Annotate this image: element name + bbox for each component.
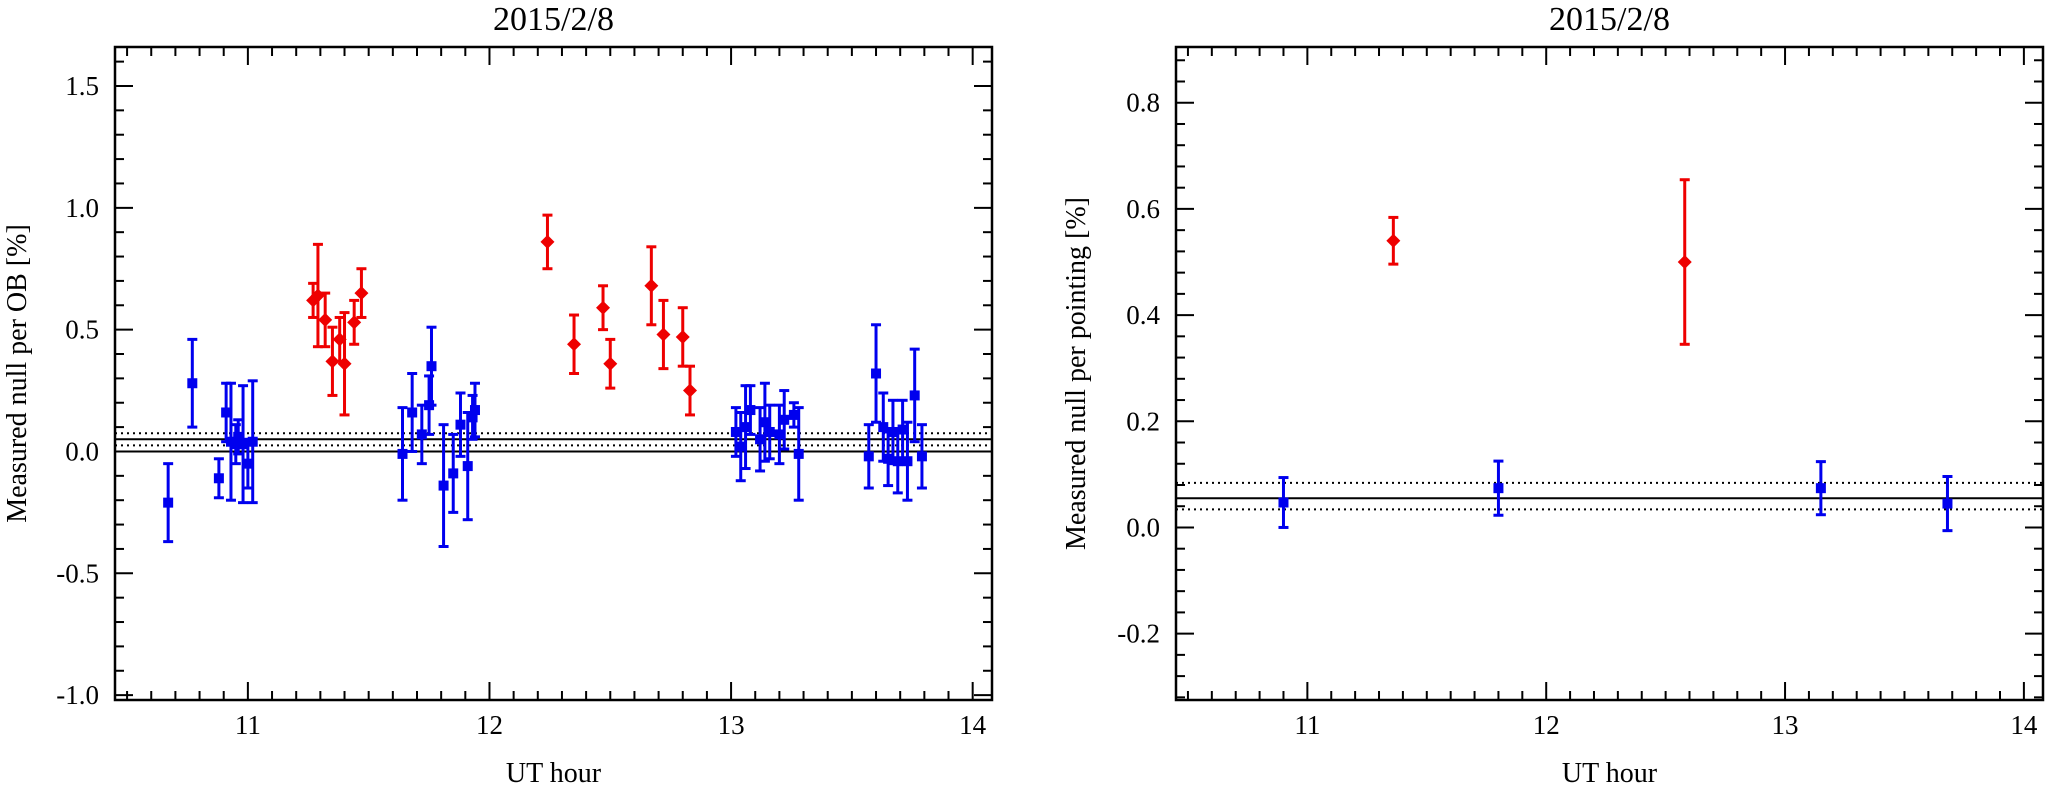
- data-point: [467, 412, 478, 423]
- y-tick-label: -0.5: [56, 558, 99, 588]
- data-point: [793, 448, 804, 459]
- data-point: [755, 434, 766, 445]
- data-point: [213, 473, 224, 484]
- data-point: [596, 300, 611, 315]
- data-point: [318, 312, 333, 327]
- y-axis-label: Measured null per pointing [%]: [1061, 197, 1092, 550]
- data-point: [1815, 483, 1826, 494]
- y-tick-label: 0.5: [65, 315, 99, 345]
- left-panel: 11 12 13 14 -1.0 -0.5 0.0 0.5 1.0 1.5 2015/2/8 UT h…: [2, 1, 994, 785]
- y-tick-label: 1.5: [65, 71, 99, 101]
- data-point: [455, 419, 466, 430]
- data-point: [448, 468, 459, 479]
- x-tick-label: 12: [1533, 710, 1560, 740]
- data-point: [644, 278, 659, 293]
- data-point: [325, 354, 340, 369]
- y-tick-label: 0.2: [1126, 406, 1160, 436]
- data-point: [230, 439, 241, 450]
- y-tick-label: 0.6: [1126, 194, 1160, 224]
- data-point: [397, 448, 408, 459]
- data-point: [735, 441, 746, 452]
- data-point: [730, 426, 741, 437]
- chart-title: 2015/2/8: [493, 1, 614, 38]
- data-point: [163, 497, 174, 508]
- right-panel: 11 12 13 14 -0.2 0.0 0.2 0.4 0.6 0.8 2015/2/8 UT ho…: [1061, 1, 2045, 785]
- data-point: [416, 429, 427, 440]
- data-point: [1493, 483, 1504, 494]
- data-point: [1677, 255, 1692, 270]
- y-tick-label: 0.0: [1126, 512, 1160, 542]
- data-point: [759, 417, 770, 428]
- plot-frame: [113, 45, 994, 702]
- data-point: [871, 368, 882, 379]
- series-red: [1386, 178, 1692, 346]
- data-point: [745, 405, 756, 416]
- x-tick-label: 13: [1772, 710, 1799, 740]
- data-point: [247, 436, 258, 447]
- data-point: [656, 327, 671, 342]
- y-tick-label: 0.0: [65, 436, 99, 466]
- y-tick-label: -0.2: [1117, 619, 1160, 649]
- series-blue: [163, 323, 927, 548]
- data-point: [187, 378, 198, 389]
- data-point: [902, 456, 913, 467]
- x-axis-label: UT hour: [506, 758, 602, 785]
- y-tick-label: -1.0: [56, 680, 99, 710]
- data-point: [788, 409, 799, 420]
- data-point: [462, 461, 473, 472]
- data-point: [887, 426, 898, 437]
- y-tick-label: 0.4: [1126, 300, 1160, 330]
- series-blue: [1278, 459, 1953, 533]
- data-point: [354, 286, 369, 301]
- data-point: [883, 453, 894, 464]
- series-red: [306, 213, 698, 417]
- data-point: [878, 422, 889, 433]
- data-point: [407, 407, 418, 418]
- data-point: [892, 456, 903, 467]
- x-tick-label: 11: [1294, 710, 1320, 740]
- data-point: [221, 407, 232, 418]
- x-tick-label: 11: [235, 710, 261, 740]
- data-point: [683, 383, 698, 398]
- data-point: [916, 451, 927, 462]
- data-point: [1942, 498, 1953, 509]
- data-point: [863, 451, 874, 462]
- data-point: [774, 429, 785, 440]
- data-point: [1278, 497, 1289, 508]
- plot-frame: [1174, 45, 2045, 702]
- data-point: [764, 426, 775, 437]
- data-point: [469, 405, 480, 416]
- data-point: [1386, 233, 1401, 248]
- data-point: [603, 356, 618, 371]
- y-axis-label: Measured null per OB [%]: [2, 224, 33, 523]
- x-tick-label: 13: [718, 710, 745, 740]
- chart-title: 2015/2/8: [1549, 1, 1670, 38]
- x-tick-label: 14: [959, 710, 987, 740]
- data-point: [238, 439, 249, 450]
- y-tick-label: 1.0: [65, 193, 99, 223]
- data-point: [242, 458, 253, 469]
- data-point: [740, 422, 751, 433]
- x-tick-label: 12: [476, 710, 503, 740]
- data-point: [337, 356, 352, 371]
- data-point: [675, 329, 690, 344]
- data-point: [897, 424, 908, 435]
- data-point: [426, 361, 437, 372]
- data-point: [779, 414, 790, 425]
- data-point: [540, 234, 555, 249]
- data-point: [909, 390, 920, 401]
- x-tick-label: 14: [2010, 710, 2038, 740]
- data-point: [438, 480, 449, 491]
- data-point: [233, 431, 244, 442]
- data-point: [567, 337, 582, 352]
- x-axis-label: UT hour: [1562, 758, 1658, 785]
- y-tick-label: 0.8: [1126, 88, 1160, 118]
